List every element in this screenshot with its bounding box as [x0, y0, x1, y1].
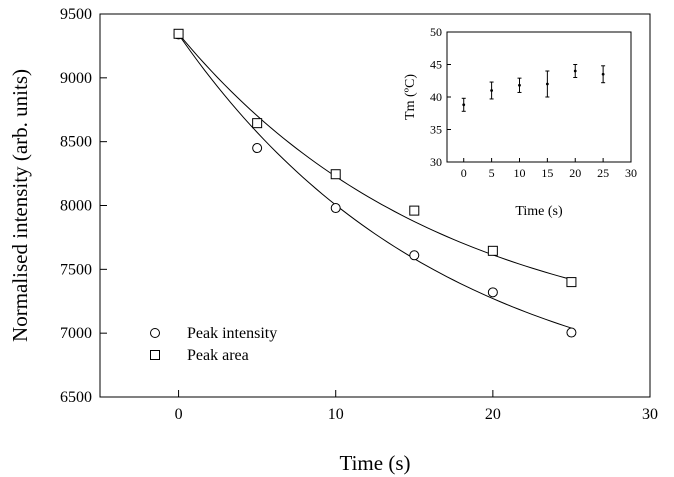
main-y-tick-label: 8500: [60, 134, 92, 151]
inset-data-point: [490, 89, 494, 92]
data-point-peak-area: [330, 169, 341, 180]
inset-data-point: [518, 83, 521, 87]
main-x-tick-label: 20: [485, 406, 501, 423]
main-x-tick-label: 0: [175, 406, 183, 423]
inset-x-axis-label: Time (s): [515, 204, 563, 219]
data-point-peak-area: [566, 277, 577, 288]
inset-y-tick-label: 30: [430, 155, 442, 169]
inset-plot-frame: [446, 31, 632, 163]
main-x-axis-label: Time (s): [340, 451, 411, 475]
inset-y-tick-label: 50: [430, 25, 442, 39]
inset-data-points: [461, 64, 606, 112]
main-y-tick-label: 8000: [60, 198, 92, 215]
legend: Peak intensity Peak area: [150, 325, 277, 364]
fit-curve-series-1: [178, 33, 572, 281]
legend-label-peak-intensity: Peak intensity: [187, 325, 277, 342]
inset-data-point: [462, 103, 466, 107]
inset-data-point: [601, 72, 605, 76]
inset-y-tick-label: 45: [430, 58, 442, 72]
fit-curve-series-0: [178, 34, 572, 329]
main-axes-ticks: 0 10 20 30 6500 7000 7500 8000 8500 9000 9500: [60, 6, 658, 423]
legend-marker-circle: [150, 328, 160, 338]
inset-x-tick-label: 5: [489, 166, 495, 180]
data-point-peak-intensity: [487, 287, 498, 298]
inset-x-tick-label: 20: [569, 166, 581, 180]
legend-label-peak-area: Peak area: [187, 347, 249, 364]
main-y-tick-label: 6500: [60, 389, 92, 406]
inset-x-tick-label: 15: [541, 166, 553, 180]
main-fit-curves: [178, 33, 572, 329]
inset-axes-ticks: 0 5 10 15 20 25 30 30 35 40 45 50: [430, 25, 637, 180]
main-y-axis-label: Normalised intensity (arb. units): [8, 69, 32, 342]
data-point-peak-area: [409, 205, 420, 216]
data-point-peak-intensity: [252, 143, 263, 154]
data-point-peak-intensity: [330, 203, 341, 214]
data-point-peak-intensity: [409, 250, 420, 261]
inset-x-tick-label: 30: [625, 166, 637, 180]
inset-x-tick-label: 25: [597, 166, 609, 180]
legend-marker-square: [150, 350, 160, 360]
inset-data-point: [545, 82, 549, 86]
data-point-peak-area: [487, 245, 498, 256]
main-x-tick-label: 30: [642, 406, 658, 423]
main-data-points: [173, 28, 577, 338]
inset-chart: 0 5 10 15 20 25 30 30 35 40 45 50 Time (s) Tm (ºC): [403, 25, 637, 219]
inset-x-tick-label: 10: [513, 166, 525, 180]
inset-y-tick-label: 35: [430, 123, 442, 137]
main-y-tick-label: 7000: [60, 325, 92, 342]
data-point-peak-intensity: [566, 327, 577, 338]
main-y-tick-label: 9000: [60, 70, 92, 87]
inset-x-tick-label: 0: [461, 166, 467, 180]
main-y-tick-label: 9500: [60, 6, 92, 23]
main-chart: 0 10 20 30 6500 7000 7500 8000 8500 9000 9500 Time…: [8, 6, 658, 475]
data-point-peak-area: [252, 118, 263, 129]
inset-y-axis-label: Tm (ºC): [403, 74, 418, 120]
data-point-peak-area: [173, 28, 184, 39]
main-y-tick-label: 7500: [60, 261, 92, 278]
inset-y-tick-label: 40: [430, 90, 442, 104]
main-x-tick-label: 10: [328, 406, 344, 423]
inset-data-point: [573, 69, 577, 73]
